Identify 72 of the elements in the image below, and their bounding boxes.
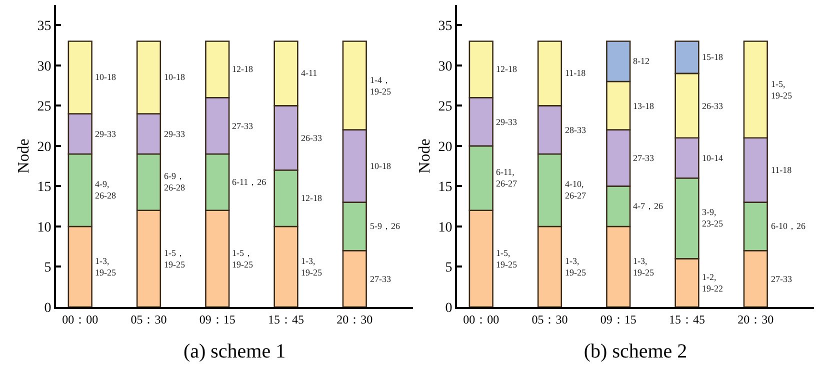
- x-axis-title: (b) scheme 2: [584, 340, 688, 362]
- annotation: 4-10, 26-27: [565, 179, 586, 201]
- y-tick-label: 10: [438, 220, 452, 236]
- annotation: 1-3, 19-25: [95, 256, 116, 278]
- y-tick-label: 5: [445, 260, 452, 276]
- y-tick-label: 30: [37, 59, 52, 74]
- annotation: 10-14: [702, 153, 724, 163]
- x-tick-label: 20：30: [738, 312, 774, 326]
- x-tick-label: 05：30: [130, 312, 167, 326]
- annotation: 12-18: [232, 64, 254, 74]
- annotation: 27-33: [771, 274, 792, 284]
- annotation: 4-7，26: [633, 201, 664, 211]
- y-axis-title: Node: [16, 138, 33, 174]
- y-tick-label: 25: [438, 100, 452, 115]
- x-tick-label: 20：30: [336, 312, 373, 326]
- annotation: 26-33: [301, 133, 322, 143]
- y-tick-label: 15: [438, 180, 452, 196]
- x-axis-title: (a) scheme 1: [183, 340, 286, 362]
- x-tick-label: 15：45: [669, 312, 706, 326]
- annotation: 4-9, 26-28: [95, 179, 116, 201]
- annotation: 29-33: [496, 117, 518, 127]
- annotation: 28-33: [565, 125, 586, 135]
- annotation: 11-18: [565, 68, 586, 78]
- annotation: 15-18: [702, 52, 724, 62]
- x-tick-label: 09：15: [199, 312, 236, 326]
- x-tick-label: 15：45: [268, 312, 304, 326]
- annotation: 6-10，26: [771, 221, 806, 231]
- y-tick-label: 20: [438, 140, 452, 155]
- y-tick-label: 35: [37, 19, 52, 34]
- y-tick-label: 5: [44, 260, 52, 276]
- x-tick-label: 05：30: [532, 312, 568, 326]
- annotation: 29-33: [164, 129, 186, 139]
- annotation: 8-12: [633, 56, 650, 66]
- annotation: 10-18: [370, 161, 392, 171]
- annotation: 1-3, 19-25: [301, 256, 322, 278]
- annotation: 10-18: [164, 72, 186, 82]
- annotation: 11-18: [771, 165, 792, 175]
- y-tick-label: 0: [44, 300, 52, 316]
- annotation: 6-9， 26-28: [164, 171, 186, 193]
- annotation: 10-18: [95, 72, 116, 82]
- y-tick-label: 10: [37, 220, 52, 236]
- y-tick-label: 35: [438, 19, 452, 34]
- x-tick-label: 09：15: [600, 312, 636, 326]
- annotation: 5-9，26: [370, 221, 400, 231]
- annotation: 1-5, 19-25: [496, 248, 518, 270]
- annotation: 3-9, 23-25: [702, 207, 724, 229]
- annotation: 27-33: [633, 153, 654, 163]
- y-tick-label: 20: [37, 140, 52, 155]
- annotation: 27-33: [370, 274, 392, 284]
- y-tick-label: 0: [445, 300, 452, 316]
- annotation: 1-4， 19-25: [370, 75, 392, 97]
- annotation: 1-5, 19-25: [771, 79, 792, 101]
- annotation: 12-18: [301, 193, 322, 203]
- annotation: 12-18: [496, 64, 518, 74]
- annotation: 1-2, 19-22: [702, 272, 723, 294]
- x-tick-label: 00：00: [463, 312, 500, 326]
- annotation: 4-11: [301, 68, 318, 78]
- annotation: 13-18: [633, 101, 654, 111]
- annotation: 6-11, 26-27: [496, 167, 518, 189]
- x-tick-label: 00：00: [62, 312, 98, 326]
- annotation: 6-11，26: [232, 177, 267, 187]
- y-tick-label: 25: [37, 100, 52, 115]
- annotation: 1-3, 19-25: [633, 256, 654, 278]
- annotation: 26-33: [702, 101, 724, 111]
- annotation: 1-3, 19-25: [565, 256, 586, 278]
- annotation: 27-33: [232, 121, 254, 131]
- annotation: 29-33: [95, 129, 116, 139]
- annotation: 1-5， 19-25: [164, 248, 186, 270]
- annotation: 1-5， 19-25: [232, 248, 254, 270]
- y-tick-label: 15: [37, 180, 52, 196]
- y-tick-label: 30: [438, 59, 452, 74]
- y-axis-title: Node: [416, 138, 434, 174]
